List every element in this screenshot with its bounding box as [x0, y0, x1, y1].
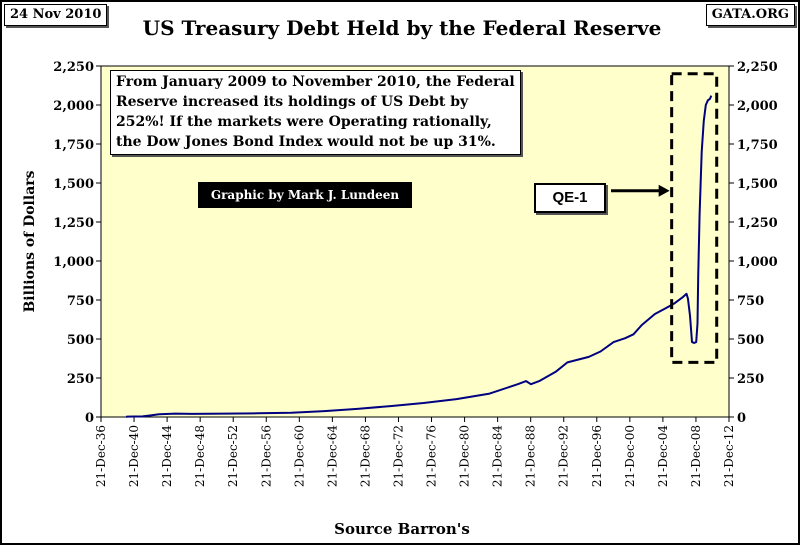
x-tick-label: 21-Dec-56 — [259, 425, 273, 487]
qe1-label: QE-1 — [534, 183, 606, 213]
x-tick-label: 21-Dec-92 — [557, 425, 571, 487]
y-tick-label-left: 0 — [85, 411, 94, 426]
y-tick-label-right: 1,250 — [737, 216, 778, 231]
x-tick-label: 21-Dec-40 — [127, 425, 141, 487]
y-tick-label-left: 750 — [67, 294, 94, 309]
x-tick-label: 21-Dec-44 — [160, 425, 174, 487]
y-tick-label-right: 2,000 — [737, 99, 778, 114]
y-tick-label-left: 1,000 — [53, 255, 94, 270]
y-tick-label-right: 500 — [737, 333, 764, 348]
x-tick-label: 21-Dec-64 — [325, 425, 339, 487]
x-tick-label: 21-Dec-36 — [94, 425, 108, 487]
y-tick-label-left: 2,250 — [53, 60, 94, 75]
x-tick-label: 21-Dec-52 — [226, 425, 240, 487]
x-tick-label: 21-Dec-48 — [193, 425, 207, 487]
x-tick-label: 21-Dec-68 — [358, 425, 372, 487]
credit-label: Graphic by Mark J. Lundeen — [198, 182, 412, 208]
y-tick-label-left: 500 — [67, 333, 94, 348]
y-tick-label-right: 1,000 — [737, 255, 778, 270]
y-tick-label-left: 2,000 — [53, 99, 94, 114]
y-tick-label-right: 0 — [737, 411, 746, 426]
qe1-arrow-head — [658, 184, 670, 197]
chart-title: US Treasury Debt Held by the Federal Res… — [142, 16, 662, 40]
y-tick-label-left: 1,500 — [53, 177, 94, 192]
source-site-label: GATA.ORG — [705, 4, 795, 26]
y-tick-label-right: 750 — [737, 294, 764, 309]
y-tick-label-left: 250 — [67, 372, 94, 387]
x-tick-label: 21-Dec-96 — [590, 425, 604, 487]
y-tick-label-right: 1,500 — [737, 177, 778, 192]
y-tick-label-right: 250 — [737, 372, 764, 387]
y-tick-label-right: 2,250 — [737, 60, 778, 75]
x-tick-label: 21-Dec-80 — [458, 425, 472, 487]
x-tick-label: 21-Dec-76 — [425, 425, 439, 487]
x-tick-label: 21-Dec-60 — [292, 425, 306, 487]
x-tick-label: 21-Dec-08 — [689, 425, 703, 487]
x-axis-title: Source Barron's — [334, 520, 470, 538]
y-axis-title: Billions of Dollars — [22, 170, 38, 312]
series-line — [125, 95, 713, 418]
x-tick-label: 21-Dec-12 — [722, 425, 736, 487]
y-tick-label-right: 1,750 — [737, 138, 778, 153]
x-tick-label: 21-Dec-88 — [524, 425, 538, 487]
x-tick-label: 21-Dec-72 — [391, 425, 405, 487]
x-tick-label: 21-Dec-84 — [491, 425, 505, 487]
x-tick-label: 21-Dec-04 — [656, 425, 670, 487]
date-label: 24 Nov 2010 — [4, 4, 108, 26]
y-tick-label-left: 1,750 — [53, 138, 94, 153]
y-tick-label-left: 1,250 — [53, 216, 94, 231]
qe1-highlight-box — [670, 72, 719, 364]
x-tick-label: 21-Dec-00 — [623, 425, 637, 487]
annotation-note: From January 2009 to November 2010, the … — [110, 70, 521, 155]
